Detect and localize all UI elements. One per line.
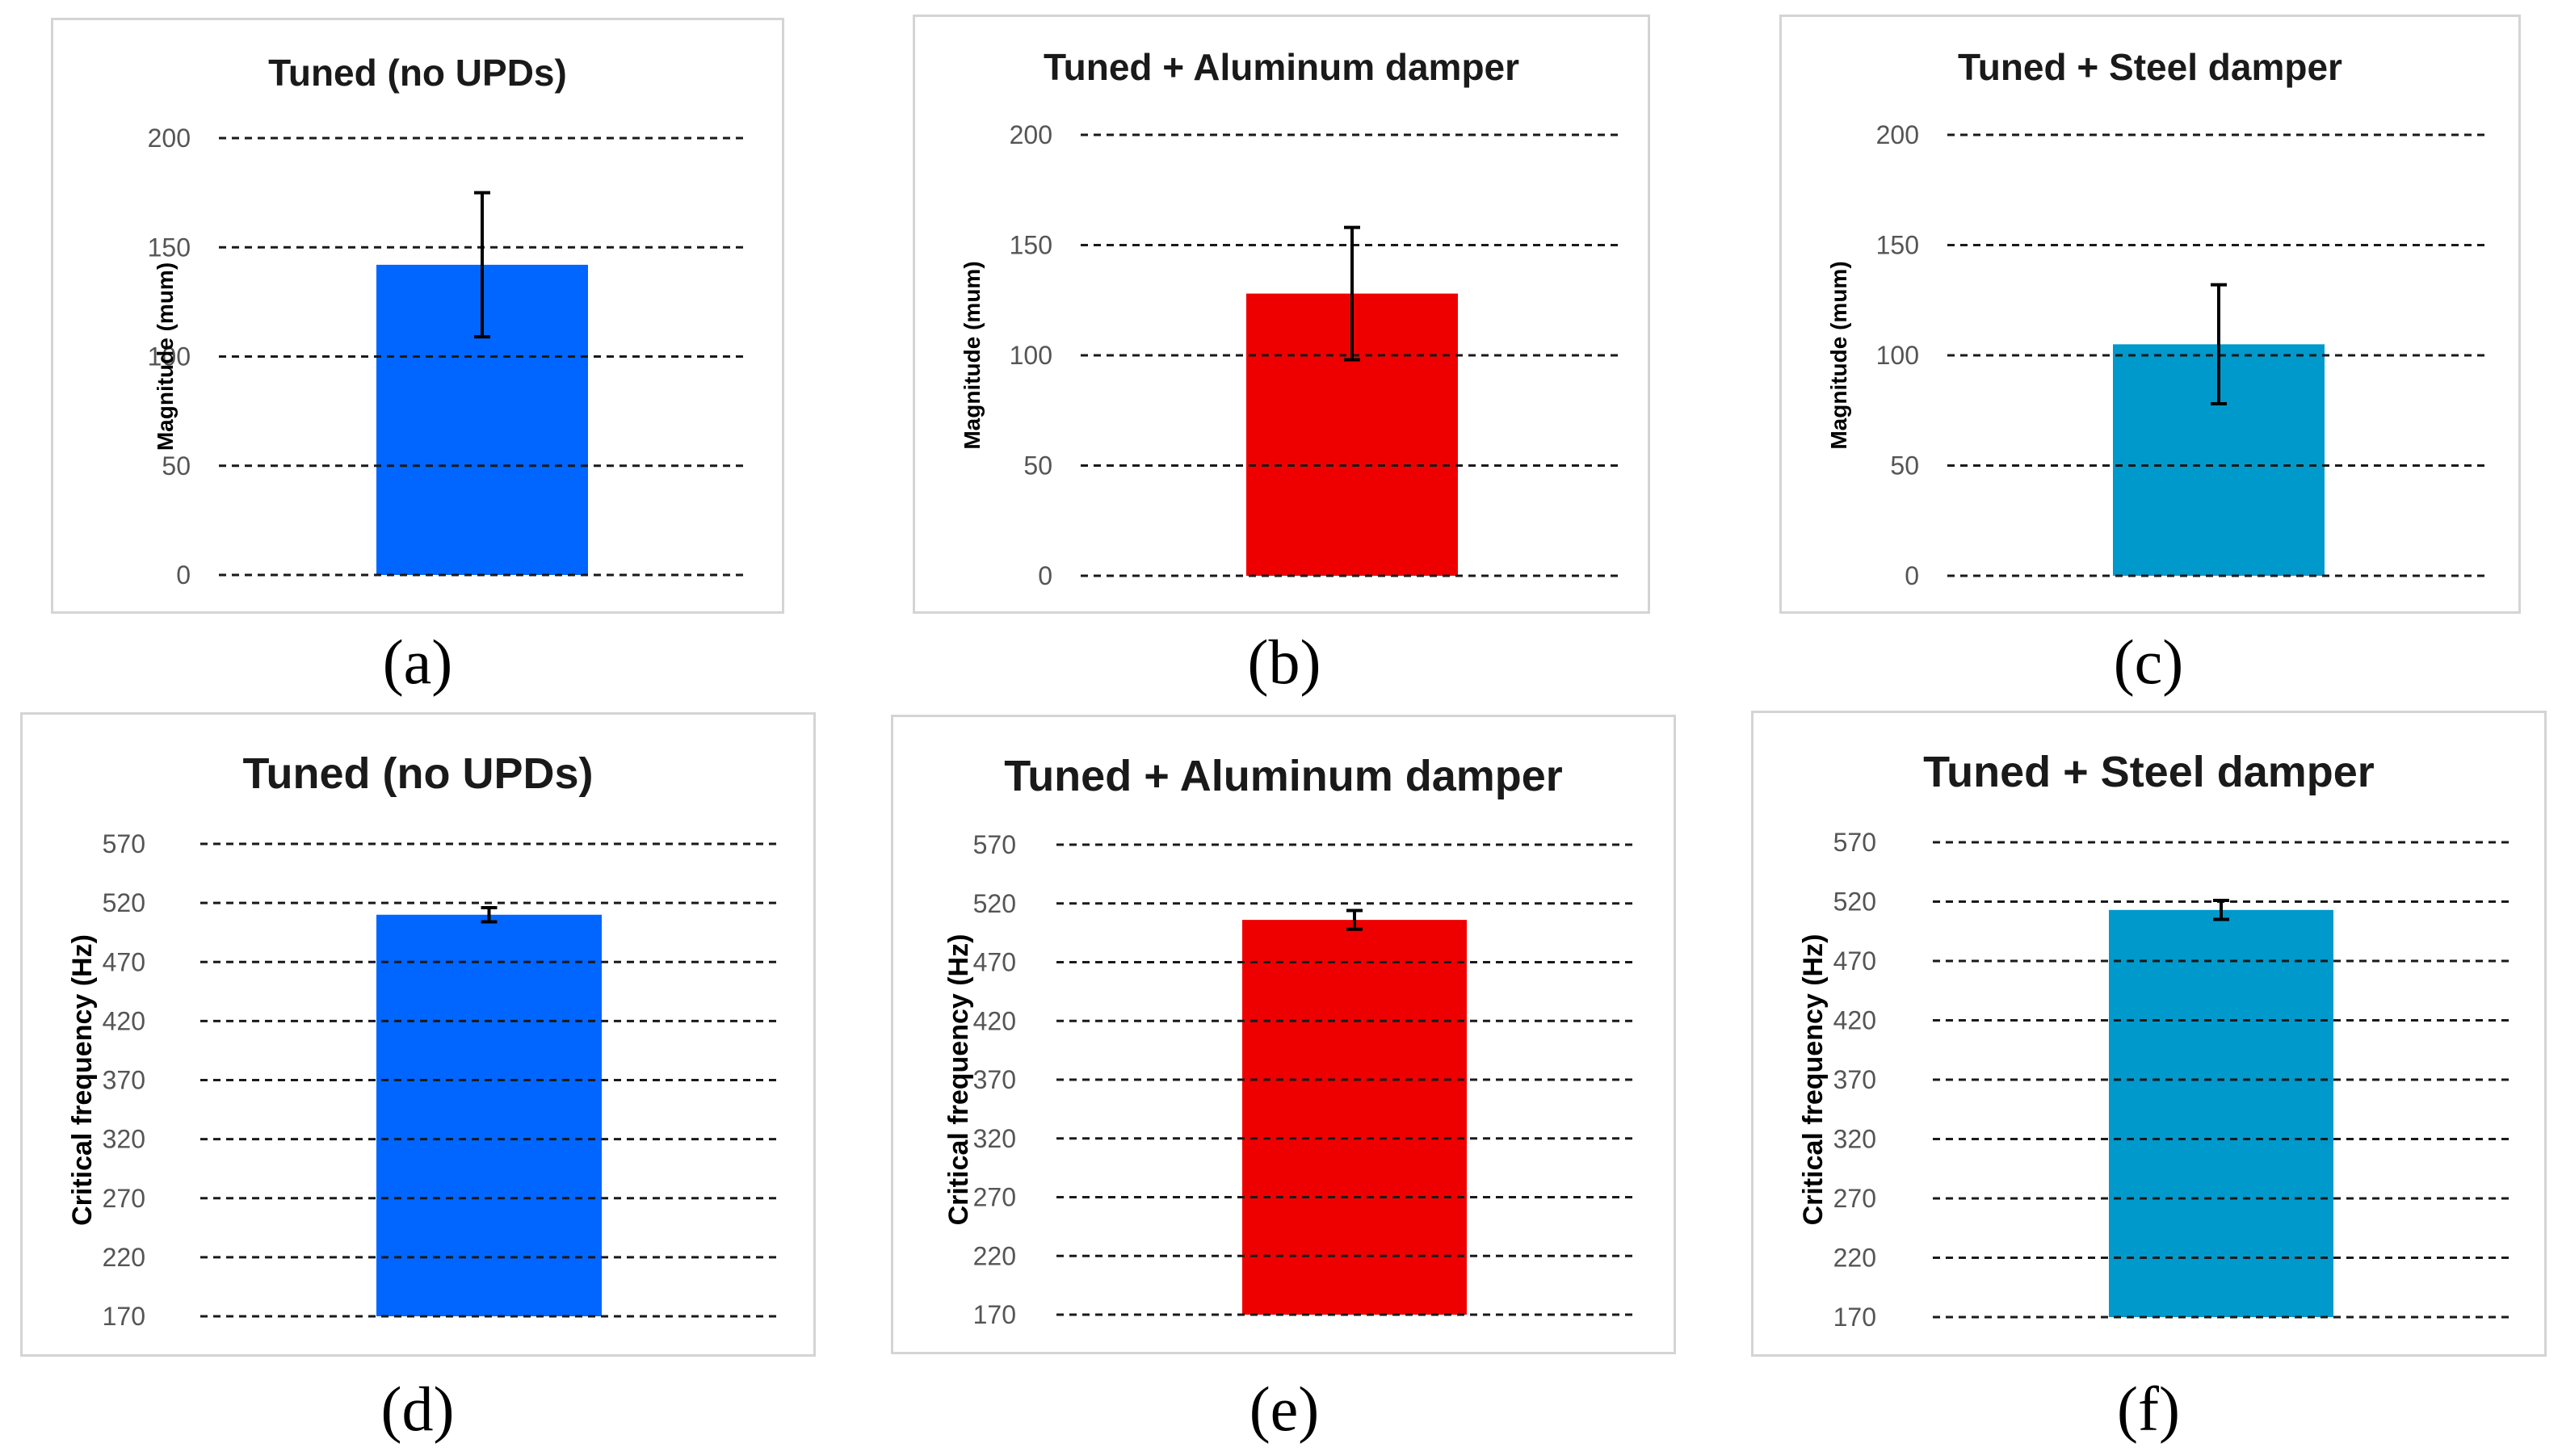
chart-frame: Tuned (no UPDs) 170 220 270 320 370 420 470 520… xyxy=(20,712,816,1357)
y-tick-label: 320 xyxy=(103,1125,145,1154)
chart-svg: 0 50 100 150 200 Magnitude (mum) xyxy=(960,120,1618,590)
bar xyxy=(1242,920,1467,1315)
y-tick-label: 100 xyxy=(1876,341,1919,370)
y-tick-label: 170 xyxy=(103,1302,145,1331)
y-tick-label: 50 xyxy=(1890,451,1919,480)
y-axis-label: Critical frequency (Hz) xyxy=(943,934,974,1226)
chart-frame: Tuned + Aluminum damper 170 220 270 320 370 4… xyxy=(891,715,1676,1354)
y-axis-label: Critical frequency (Hz) xyxy=(67,934,98,1226)
chart-frame: Tuned (no UPDs) 0 50 100 150 200 Magnitude (m… xyxy=(51,18,784,614)
chart-svg: 170 220 270 320 370 420 470 520 570 Critical freq… xyxy=(67,829,778,1331)
y-tick-label: 470 xyxy=(1833,946,1876,976)
y-tick-label: 320 xyxy=(1833,1125,1876,1154)
y-tick-label: 200 xyxy=(148,124,191,153)
chart-title: Tuned + Steel damper xyxy=(1923,748,2375,796)
panel-caption: (a) xyxy=(382,627,453,697)
bar xyxy=(2109,909,2333,1317)
y-tick-label: 470 xyxy=(973,948,1016,977)
y-tick-label: 420 xyxy=(103,1006,145,1035)
y-tick-label: 370 xyxy=(973,1065,1016,1094)
y-tick-label: 200 xyxy=(1010,120,1052,149)
y-tick-label: 0 xyxy=(1905,561,1919,590)
y-tick-label: 0 xyxy=(1038,561,1052,590)
y-tick-label: 420 xyxy=(973,1006,1016,1035)
y-axis-label: Magnitude (mum) xyxy=(153,262,178,451)
chart-svg: 170 220 270 320 370 420 470 520 570 Critical freq… xyxy=(943,830,1638,1329)
bar xyxy=(376,914,602,1316)
chart-title: Tuned (no UPDs) xyxy=(268,52,567,94)
y-tick-label: 420 xyxy=(1833,1006,1876,1035)
y-tick-label: 100 xyxy=(148,342,191,371)
y-tick-label: 100 xyxy=(1010,341,1052,370)
y-tick-label: 520 xyxy=(973,889,1016,918)
chart-frame: Tuned + Aluminum damper 0 50 100 150 200 Magn… xyxy=(913,15,1650,614)
y-tick-label: 50 xyxy=(1023,451,1052,480)
chart-frame: Tuned + Steel damper 0 50 100 150 200 Magnitu… xyxy=(1779,15,2521,614)
panel-caption: (d) xyxy=(380,1374,455,1444)
y-axis-label: Magnitude (mum) xyxy=(1826,261,1851,449)
panel-caption: (e) xyxy=(1249,1374,1320,1444)
y-tick-label: 520 xyxy=(1833,887,1876,917)
y-tick-label: 170 xyxy=(1833,1303,1876,1332)
y-tick-label: 150 xyxy=(148,233,191,262)
y-tick-label: 270 xyxy=(103,1184,145,1213)
y-tick-label: 270 xyxy=(973,1183,1016,1212)
chart-title: Tuned (no UPDs) xyxy=(242,749,594,798)
chart-title: Tuned + Steel damper xyxy=(1958,46,2342,88)
y-tick-label: 220 xyxy=(973,1241,1016,1270)
chart-svg: 170 220 270 320 370 420 470 520 570 Critical freq… xyxy=(1798,828,2509,1332)
chart-title: Tuned + Aluminum damper xyxy=(1043,46,1520,88)
y-tick-label: 170 xyxy=(973,1300,1016,1329)
y-tick-label: 370 xyxy=(1833,1065,1876,1094)
chart-frame: Tuned + Steel damper 170 220 270 320 370 420 4… xyxy=(1751,711,2547,1357)
y-tick-label: 570 xyxy=(103,829,145,858)
y-tick-label: 320 xyxy=(973,1124,1016,1153)
y-tick-label: 470 xyxy=(103,947,145,976)
y-tick-label: 220 xyxy=(103,1243,145,1272)
y-tick-label: 370 xyxy=(103,1066,145,1095)
chart-svg: 0 50 100 150 200 Magnitude (mum) xyxy=(1826,120,2484,590)
panel-caption: (f) xyxy=(2117,1374,2180,1444)
chart-svg: 0 50 100 150 200 Magnitude (mum) xyxy=(148,124,748,590)
y-tick-label: 200 xyxy=(1876,120,1919,149)
y-tick-label: 0 xyxy=(176,560,191,590)
y-tick-label: 520 xyxy=(103,888,145,917)
panel-caption: (b) xyxy=(1247,627,1321,697)
y-tick-label: 50 xyxy=(162,451,191,480)
y-tick-label: 570 xyxy=(973,830,1016,859)
y-axis-label: Magnitude (mum) xyxy=(960,261,985,449)
y-tick-label: 220 xyxy=(1833,1244,1876,1273)
chart-title: Tuned + Aluminum damper xyxy=(1004,752,1563,800)
y-tick-label: 570 xyxy=(1833,828,1876,857)
y-axis-label: Critical frequency (Hz) xyxy=(1798,934,1829,1226)
y-tick-label: 270 xyxy=(1833,1184,1876,1213)
y-tick-label: 150 xyxy=(1010,231,1052,260)
panel-caption: (c) xyxy=(2113,627,2184,697)
y-tick-label: 150 xyxy=(1876,231,1919,260)
